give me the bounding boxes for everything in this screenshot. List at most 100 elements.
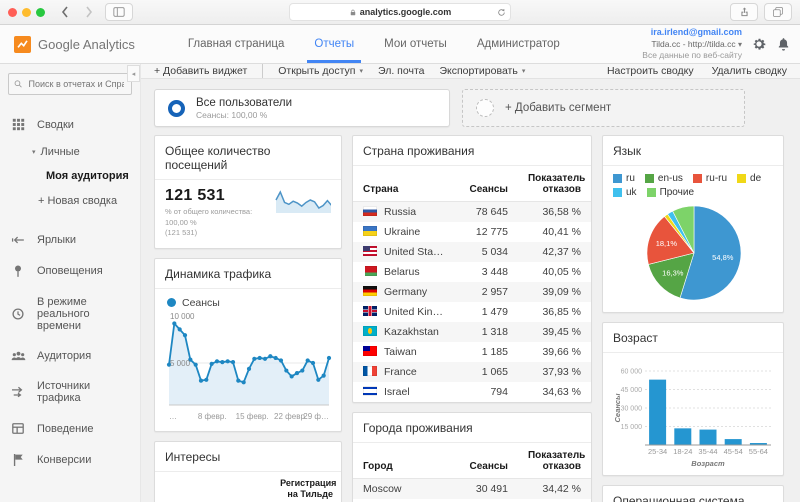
table-cell: 2 957 (456, 282, 518, 302)
analytics-logo-icon (14, 36, 31, 53)
table-cell: 1 318 (456, 322, 518, 342)
app-header: Google Analytics Главная страница Отчеты… (0, 25, 800, 64)
table-cell: Moscow (353, 479, 456, 500)
svg-text:54,8%: 54,8% (712, 253, 734, 262)
back-icon[interactable] (57, 4, 73, 20)
column-header[interactable]: Сеансы (227, 472, 272, 502)
sidebar-item-shortcuts[interactable]: Ярлыки (0, 225, 140, 255)
toolbar-divider (262, 64, 263, 78)
visits-subtitle: % от общего количества: 100,00 %(121 531… (165, 207, 274, 239)
sidebar-menu: Сводки ▾ Личные Моя аудитория + Новая св… (0, 109, 140, 476)
sidebar-item-realtime[interactable]: В режиме реального времени (0, 287, 140, 341)
legend-item: en-us (645, 173, 683, 184)
column-header[interactable]: Сеансы (456, 443, 518, 479)
url-text: analytics.google.com (360, 7, 452, 17)
account-selector[interactable]: ira.irlend@gmail.com Tilda.cc - http://t… (642, 27, 742, 61)
account-scope: Все данные по веб-сайту (642, 50, 742, 61)
column-header[interactable]: Сеансы (456, 166, 518, 202)
table-cell: United Kingdom (353, 302, 456, 322)
sidebar-toggle-icon[interactable] (105, 3, 133, 21)
segments-bar: Все пользователи Сеансы: 100,00 % + Доба… (141, 79, 800, 135)
tab-reports[interactable]: Отчеты (299, 25, 369, 63)
add-segment-button[interactable]: + Добавить сегмент (462, 89, 745, 127)
widget-title: Интересы (155, 442, 341, 472)
svg-text:45-54: 45-54 (724, 447, 743, 456)
table-cell: Kazakhstan (353, 322, 456, 342)
svg-text:…: … (169, 412, 177, 421)
widget-total-visits: Общее количество посещений 121 531 % от … (154, 135, 342, 249)
table-cell: Germany (353, 282, 456, 302)
table-cell: 1 185 (456, 342, 518, 362)
country-flag-icon (363, 266, 377, 276)
sidebar-item-audience[interactable]: Аудитория (0, 341, 140, 371)
svg-text:29 ф…: 29 ф… (303, 412, 329, 421)
settings-gear-icon[interactable] (751, 36, 767, 52)
sidebar-item-private[interactable]: ▾ Личные (0, 140, 140, 164)
address-bar[interactable]: analytics.google.com (289, 3, 511, 21)
segment-all-users[interactable]: Все пользователи Сеансы: 100,00 % (154, 89, 450, 127)
add-widget-button[interactable]: + Добавить виджет (154, 65, 247, 77)
search-input[interactable] (27, 78, 126, 90)
minimize-window-button[interactable] (22, 8, 31, 17)
tabs-overview-icon[interactable] (764, 3, 792, 21)
table-cell: 42,37 % (518, 242, 591, 262)
widget-title: Возраст (603, 323, 783, 353)
close-window-button[interactable] (8, 8, 17, 17)
email-button[interactable]: Эл. почта (378, 65, 424, 77)
flag-icon (10, 453, 26, 467)
reload-icon[interactable] (497, 8, 506, 17)
sidebar-item-new-dashboard[interactable]: + Новая сводка (0, 189, 140, 213)
column-header[interactable]: Город (353, 443, 456, 479)
sidebar-item-conversions[interactable]: Конверсии (0, 444, 140, 476)
export-button[interactable]: Экспортировать▾ (439, 65, 525, 77)
legend-swatch-icon (613, 188, 622, 197)
table-cell: Ukraine (353, 222, 456, 242)
sidebar-item-alerts[interactable]: Оповещения (0, 255, 140, 287)
series-dot-icon (167, 298, 176, 307)
share-access-button[interactable]: Открыть доступ▾ (278, 65, 363, 77)
table-cell: 39,09 % (518, 282, 591, 302)
tab-admin[interactable]: Администратор (462, 25, 575, 63)
column-header[interactable]: Страна (353, 166, 456, 202)
column-header[interactable]: Близкая категория (охват) (155, 472, 227, 502)
notifications-bell-icon[interactable] (776, 37, 791, 52)
traffic-arrows-icon (10, 386, 26, 398)
widget-os: Операционная система (602, 485, 784, 502)
legend-swatch-icon (645, 174, 654, 183)
sidebar-item-my-audience[interactable]: Моя аудитория (0, 164, 140, 189)
main-nav: Главная страница Отчеты Мои отчеты Админ… (173, 25, 575, 63)
svg-text:5 000: 5 000 (170, 359, 191, 368)
column-header[interactable]: Показатель отказов (518, 166, 591, 202)
share-icon[interactable] (730, 3, 758, 21)
country-flag-icon (363, 206, 377, 216)
sidebar-search[interactable] (8, 73, 132, 95)
customize-dashboard-button[interactable]: Настроить сводку (607, 65, 694, 77)
column-header[interactable]: Показатель отказов (518, 443, 591, 479)
sidebar-item-behavior[interactable]: Поведение (0, 413, 140, 444)
sidebar-collapse-icon[interactable]: ◂ (127, 65, 140, 82)
tab-home[interactable]: Главная страница (173, 25, 300, 63)
sidebar-item-dashboards[interactable]: Сводки (0, 109, 140, 140)
legend-swatch-icon (693, 174, 702, 183)
table-cell: 34,42 % (518, 479, 591, 500)
caret-down-icon: ▾ (360, 67, 364, 75)
sidebar-item-acquisition[interactable]: Источники трафика (0, 371, 140, 413)
forward-icon[interactable] (81, 4, 97, 20)
country-flag-icon (363, 246, 377, 256)
table-cell: 12 775 (456, 222, 518, 242)
delete-dashboard-button[interactable]: Удалить сводку (712, 65, 787, 77)
people-icon (10, 350, 26, 362)
zoom-window-button[interactable] (36, 8, 45, 17)
tab-my-reports[interactable]: Мои отчеты (369, 25, 462, 63)
column-header[interactable]: Регистрация на Тильде (Коэффициент конве… (272, 472, 341, 502)
table-cell: 1 065 (456, 362, 518, 382)
